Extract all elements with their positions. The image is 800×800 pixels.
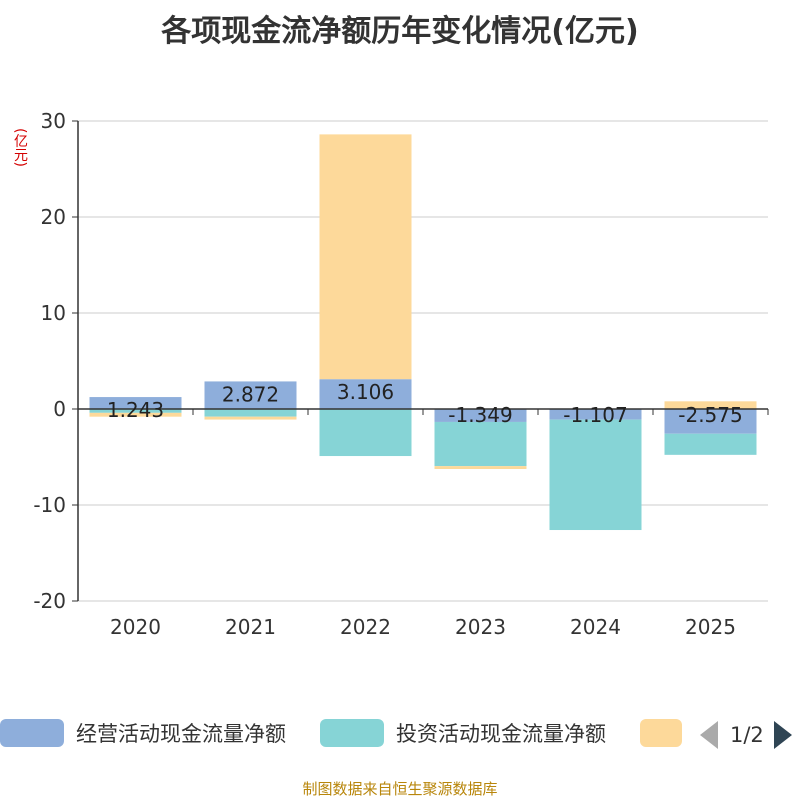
bar-investing — [204, 409, 297, 417]
y-tick-label: 0 — [53, 397, 66, 421]
legend-prev-page-icon[interactable] — [700, 721, 718, 749]
chart-title: 各项现金流净额历年变化情况(亿元) — [161, 14, 639, 49]
y-tick-label: 10 — [41, 301, 66, 325]
legend-next-page-icon[interactable] — [773, 721, 792, 749]
legend-swatch-operating — [0, 719, 64, 747]
source-note: 制图数据来自恒生聚源数据库 — [302, 780, 498, 798]
bar-financing — [434, 466, 527, 469]
x-tick-label: 2020 — [110, 615, 161, 639]
bar-investing — [319, 409, 412, 457]
legend-item-financing[interactable] — [640, 718, 682, 748]
y-tick-label: -20 — [33, 589, 66, 613]
y-tick-label: -10 — [33, 493, 66, 517]
legend-swatch-investing — [320, 719, 384, 747]
legend-item-investing[interactable]: 投资活动现金流量净额 — [320, 718, 606, 748]
bar-chart: 30 20 10 0 -10 -20 2020 2021 2022 2023 2024 2025 1.2… — [33, 109, 769, 639]
bar-operating — [89, 397, 182, 409]
bar-operating — [434, 409, 527, 422]
data-label: 1.243 — [107, 398, 164, 422]
data-label: -2.575 — [678, 403, 742, 427]
bar-financing — [204, 416, 297, 420]
legend-page-indicator: 1/2 — [730, 723, 764, 747]
data-label: 2.872 — [222, 382, 279, 406]
legend: 经营活动现金流量净额 投资活动现金流量净额 1/2 — [0, 712, 800, 756]
bar-operating — [204, 381, 297, 409]
y-tick-label: 20 — [41, 205, 66, 229]
y-tick-label: 30 — [41, 109, 66, 133]
bar-investing — [549, 419, 642, 531]
bar-investing — [434, 421, 527, 467]
bar-operating — [319, 379, 412, 409]
x-tick-label: 2023 — [455, 615, 506, 639]
bar-operating — [664, 409, 757, 434]
x-tick-label: 2025 — [685, 615, 736, 639]
bar-financing — [319, 134, 412, 380]
bar-financing — [664, 401, 757, 409]
legend-swatch-financing — [640, 719, 682, 747]
bar-operating — [549, 409, 642, 420]
y-axis-unit-label: (亿元) — [12, 127, 28, 167]
legend-label-investing: 投资活动现金流量净额 — [396, 722, 606, 746]
legend-pager: 1/2 — [700, 720, 792, 750]
bar-financing — [89, 412, 182, 417]
x-tick-label: 2022 — [340, 615, 391, 639]
data-label: -1.349 — [448, 403, 512, 427]
x-tick-label: 2024 — [570, 615, 621, 639]
x-tick-label: 2021 — [225, 615, 276, 639]
bar-investing — [664, 433, 757, 455]
data-label: 3.106 — [337, 380, 394, 404]
bar-investing — [89, 409, 182, 413]
legend-item-operating[interactable]: 经营活动现金流量净额 — [0, 718, 286, 748]
data-label: -1.107 — [563, 403, 627, 427]
legend-label-operating: 经营活动现金流量净额 — [76, 722, 286, 746]
